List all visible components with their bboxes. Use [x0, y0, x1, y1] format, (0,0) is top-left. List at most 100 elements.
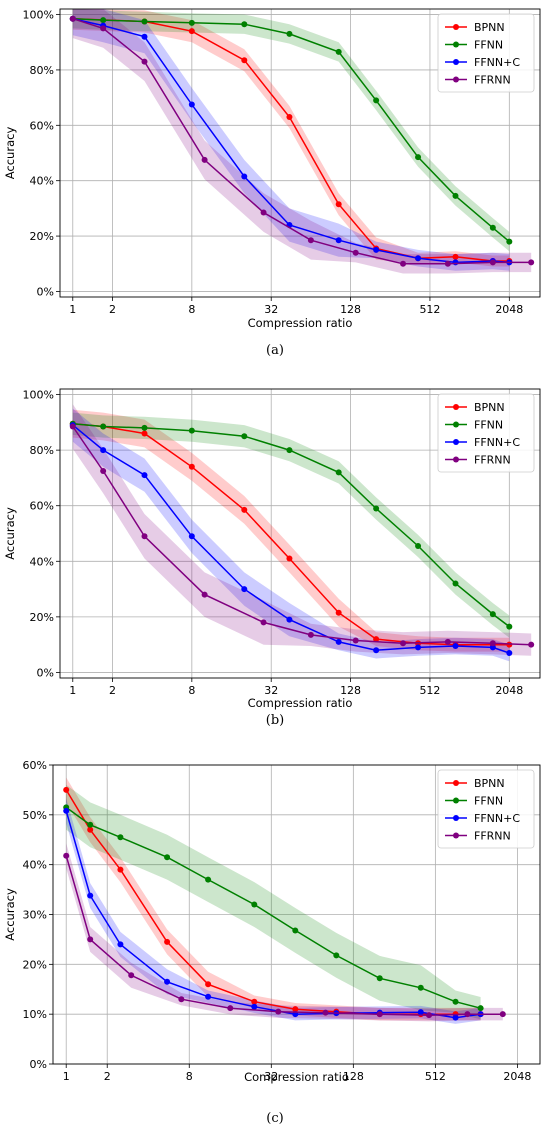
point-FFRNN-2 — [141, 533, 148, 540]
legend-marker-FFRNN — [453, 76, 459, 83]
legend-marker-FFRNN — [453, 456, 459, 463]
point-FFNN-4 — [205, 876, 212, 883]
point-FFNN+C-7 — [373, 647, 380, 654]
point-FFNN-2 — [141, 424, 148, 431]
point-FFRNN-7 — [376, 1011, 383, 1018]
point-FFNN-7 — [333, 952, 340, 959]
x-tick-label-3: 32 — [264, 1070, 278, 1083]
y-tick-label-5: 100% — [23, 389, 54, 402]
point-BPNN-0 — [63, 786, 70, 793]
x-tick-label-2: 8 — [188, 684, 195, 697]
point-FFNN-3 — [188, 19, 195, 26]
legend: BPNN FFNN FFNN+C FFRNN — [437, 393, 535, 473]
point-FFRNN-1 — [100, 25, 107, 32]
legend-marker-FFNN+C — [453, 439, 459, 445]
y-tick-label-5: 100% — [23, 9, 54, 22]
series-FFRNN — [63, 852, 506, 1019]
point-FFNN+C-1 — [87, 892, 94, 899]
x-tick-label-5: 512 — [425, 1070, 446, 1083]
legend-marker-FFNN — [453, 41, 459, 48]
legend-label-BPNN: BPNN — [474, 401, 505, 414]
series-FFRNN — [69, 423, 535, 648]
band-FFNN+C — [72, 408, 510, 662]
point-FFNN+C-6 — [335, 638, 342, 645]
x-tick-label-4: 128 — [340, 684, 361, 697]
point-BPNN-2 — [117, 866, 124, 873]
y-tick-label-4: 80% — [30, 64, 54, 77]
point-FFNN+C-1 — [100, 447, 107, 454]
point-FFRNN-2 — [141, 58, 148, 65]
point-FFNN-6 — [292, 927, 299, 934]
point-FFNN-2 — [141, 18, 148, 25]
point-FFRNN-1 — [87, 936, 94, 943]
legend-label-FFNN+C: FFNN+C — [474, 436, 520, 449]
line-BPNN — [72, 422, 510, 646]
point-BPNN-3 — [241, 57, 248, 64]
line-FFNN+C — [65, 810, 481, 1019]
x-tick-label-5: 512 — [419, 684, 440, 697]
point-FFRNN-0 — [63, 852, 70, 859]
plot-frame — [59, 8, 541, 298]
point-FFNN+C-7 — [373, 246, 380, 253]
point-BPNN-4 — [205, 981, 212, 988]
series-FFRNN — [69, 15, 535, 267]
legend-marker-FFNN — [453, 421, 459, 428]
point-FFNN-5 — [286, 447, 293, 454]
point-FFNN-1 — [100, 17, 107, 24]
caption-a: (a) — [266, 343, 284, 358]
x-axis-label: Compression ratio — [248, 696, 353, 710]
y-tick-label-2: 20% — [23, 958, 47, 971]
x-tick-label-3: 32 — [264, 684, 278, 697]
plot-frame — [59, 388, 541, 679]
point-BPNN-5 — [251, 998, 258, 1005]
legend-label-FFNN: FFNN — [474, 795, 503, 808]
point-FFNN-9 — [452, 580, 459, 587]
x-tick-label-5: 512 — [419, 303, 440, 316]
point-FFRNN-10 — [528, 259, 535, 266]
bands — [72, 9, 532, 274]
x-tick-label-1: 2 — [104, 1070, 111, 1083]
legend-marker-FFNN+C — [453, 815, 459, 821]
point-FFNN-3 — [164, 854, 171, 861]
x-tick-label-4: 128 — [343, 1070, 364, 1083]
x-tick-label-6: 2048 — [503, 1070, 531, 1083]
y-tick-label-5: 50% — [23, 809, 47, 822]
point-FFNN-8 — [376, 975, 383, 982]
x-tick-label-0: 1 — [69, 684, 76, 697]
legend-label-FFRNN: FFRNN — [474, 74, 511, 87]
point-FFNN-7 — [373, 97, 380, 104]
chart-1: 1 2 8 32 128 512 20480%20%40%60%80%100%Compres… — [3, 388, 541, 710]
point-FFNN-10 — [489, 224, 496, 231]
caption-c: (c) — [266, 1111, 284, 1126]
point-FFNN-8 — [415, 543, 422, 550]
point-FFRNN-1 — [100, 467, 107, 474]
point-FFNN-6 — [335, 48, 342, 55]
point-FFNN-11 — [477, 1005, 484, 1012]
point-BPNN-6 — [335, 609, 342, 616]
point-FFNN-1 — [100, 423, 107, 430]
point-FFRNN-9 — [489, 640, 496, 647]
legend-label-FFNN: FFNN — [474, 39, 503, 52]
band-FFRNN — [72, 404, 532, 656]
legend-marker-FFNN+C — [453, 59, 459, 65]
point-FFNN+C-3 — [164, 978, 171, 985]
series-FFNN — [69, 420, 513, 630]
legend: BPNN FFNN FFNN+C FFRNN — [437, 13, 535, 93]
point-FFRNN-6 — [322, 1009, 329, 1016]
point-FFRNN-2 — [128, 972, 135, 979]
point-FFRNN-8 — [444, 260, 451, 267]
y-tick-label-3: 30% — [23, 909, 47, 922]
point-FFRNN-6 — [352, 637, 359, 644]
point-FFNN+C-9 — [452, 643, 459, 650]
point-FFRNN-3 — [178, 996, 185, 1003]
x-axis-label: Compression ratio — [244, 1070, 349, 1084]
point-FFNN-4 — [241, 433, 248, 440]
x-tick-label-6: 2048 — [495, 684, 523, 697]
point-FFRNN-4 — [227, 1005, 234, 1012]
band-BPNN — [72, 409, 510, 652]
x-tick-label-2: 8 — [188, 303, 195, 316]
legend-box — [437, 769, 535, 849]
point-BPNN-4 — [286, 114, 293, 120]
y-tick-label-3: 60% — [30, 119, 54, 132]
y-tick-label-0: 0% — [37, 285, 54, 298]
